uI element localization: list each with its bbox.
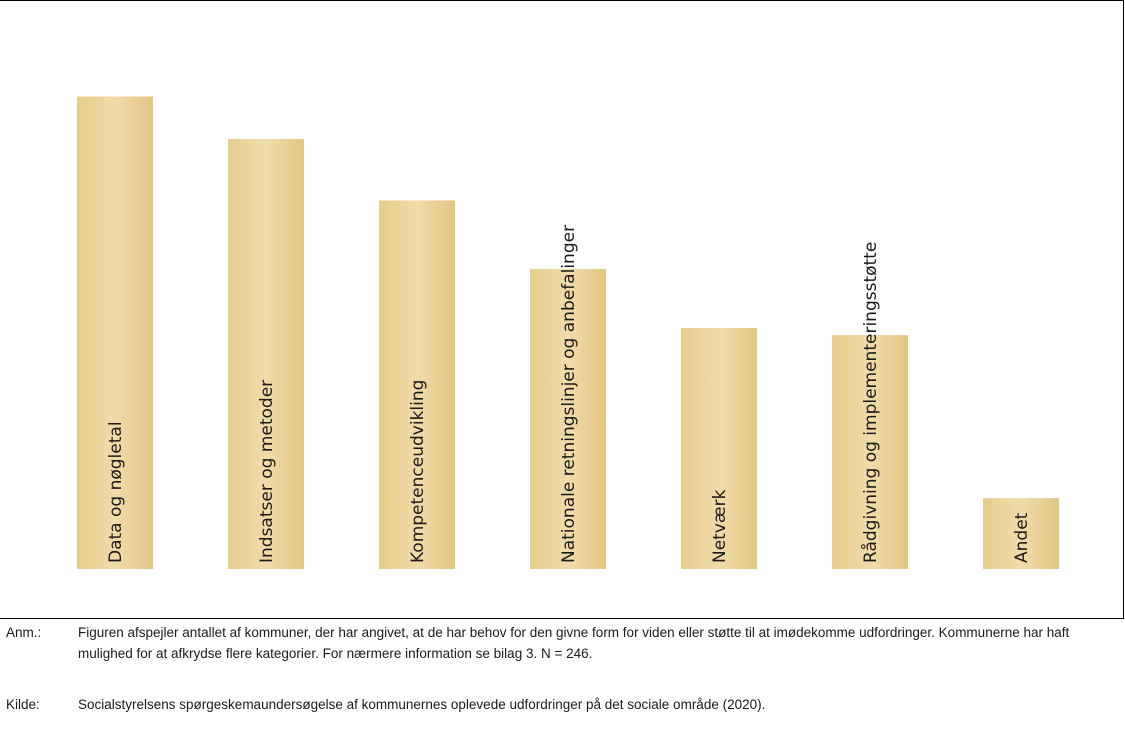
note-tag: Anm.: — [6, 625, 42, 640]
figure-note: Anm.: Figuren afspejler antallet af komm… — [6, 622, 1108, 664]
bar-1 — [77, 96, 153, 569]
bar-label-1: Data og nøgletal — [106, 421, 126, 563]
bars-group — [77, 96, 1059, 569]
bar-label-4: Nationale retningslinjer og anbefalinger — [559, 225, 579, 563]
bar-7 — [983, 498, 1059, 569]
bar-4 — [530, 268, 606, 569]
bar-label-5: Netværk — [710, 489, 730, 563]
bar-5 — [681, 328, 757, 569]
note-text: Figuren afspejler antallet af kommuner, … — [78, 625, 1070, 661]
bar-2 — [228, 139, 304, 569]
figure-source: Kilde: Socialstyrelsens spørgeskemaunder… — [6, 694, 1108, 715]
bar-3 — [379, 200, 455, 569]
bar-label-7: Andet — [1012, 512, 1032, 563]
bar-chart: Data og nøgletal Indsatser og metoder Komp… — [77, 96, 1059, 569]
bar-label-2: Indsatser og metoder — [257, 380, 277, 563]
source-tag: Kilde: — [6, 697, 40, 712]
bar-label-3: Kompetenceudvikling — [408, 380, 428, 563]
bar-labels-group: Data og nøgletal Indsatser og metoder Komp… — [106, 225, 1032, 563]
chart-frame — [0, 0, 1124, 619]
source-text: Socialstyrelsens spørgeskemaundersøgelse… — [78, 697, 766, 712]
bar-6 — [832, 335, 908, 569]
bar-label-6: Rådgivning og implementeringsstøtte — [860, 242, 881, 563]
